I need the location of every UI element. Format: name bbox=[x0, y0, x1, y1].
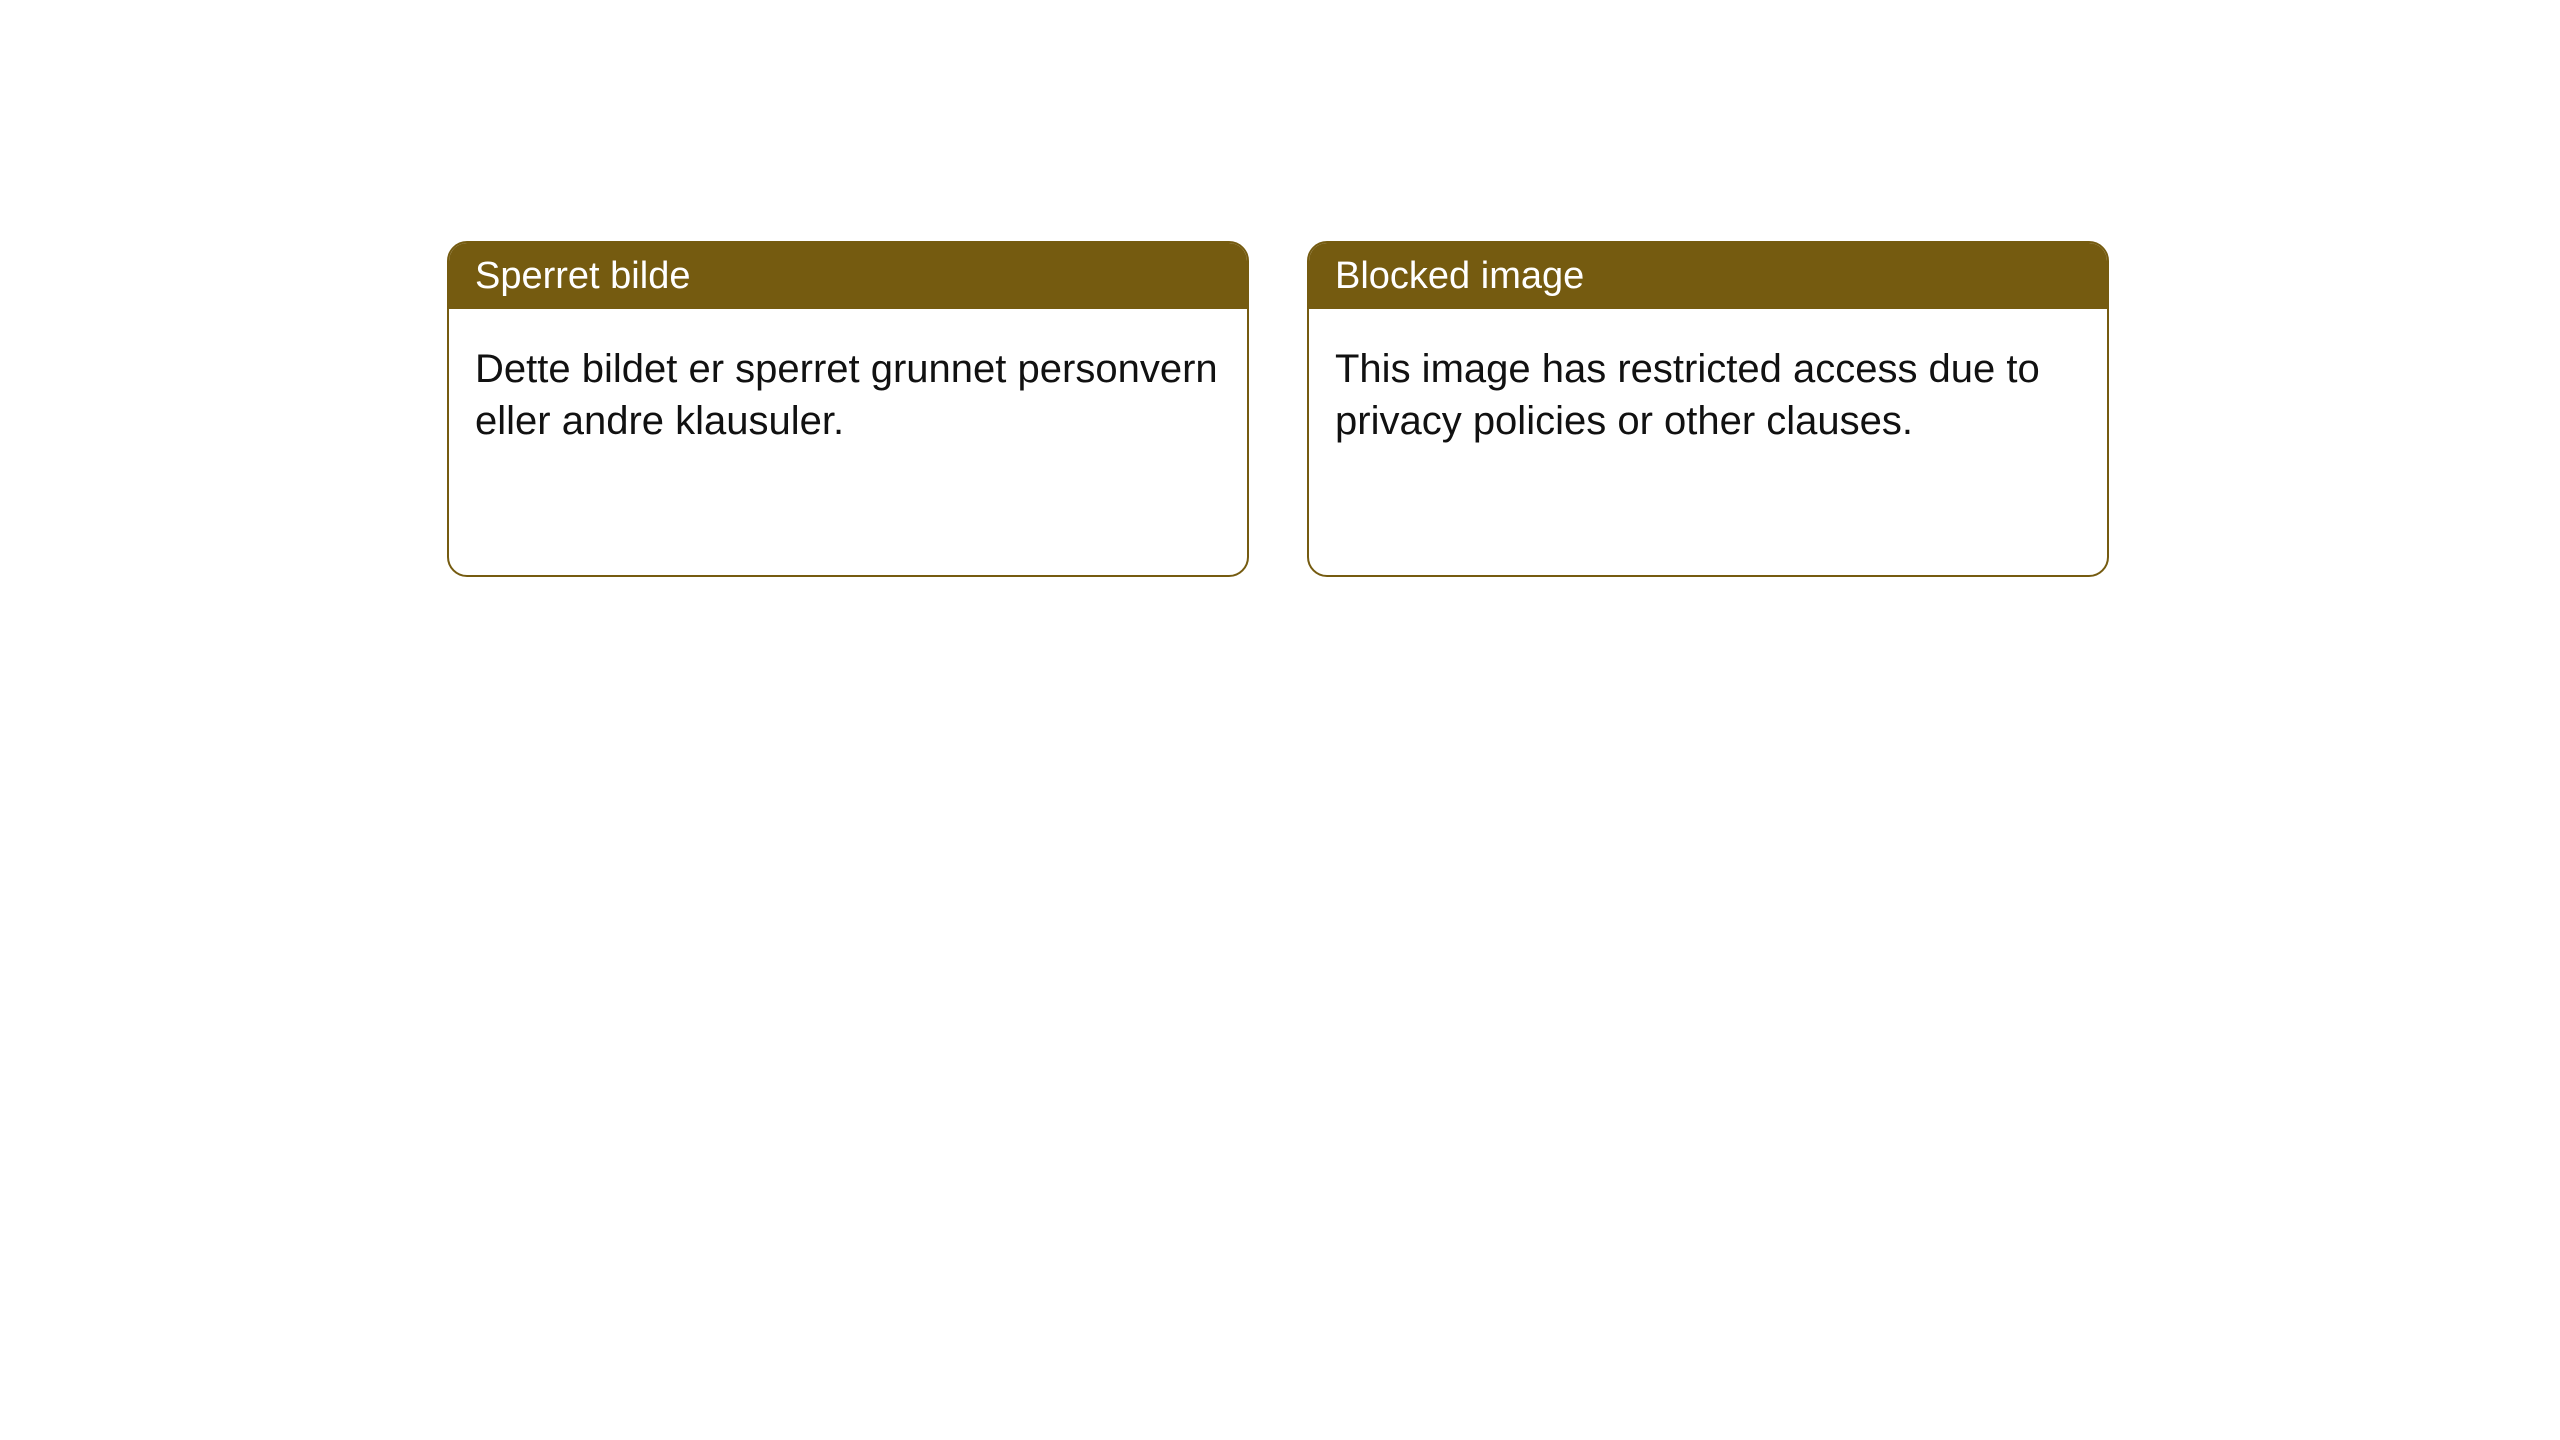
notice-card-english: Blocked image This image has restricted … bbox=[1307, 241, 2109, 577]
notice-card-body: This image has restricted access due to … bbox=[1309, 309, 2107, 467]
notice-cards-row: Sperret bilde Dette bildet er sperret gr… bbox=[447, 241, 2109, 577]
notice-card-title: Sperret bilde bbox=[449, 243, 1247, 309]
notice-card-text: Dette bildet er sperret grunnet personve… bbox=[475, 343, 1221, 447]
page: Sperret bilde Dette bildet er sperret gr… bbox=[0, 0, 2560, 1440]
notice-card-norwegian: Sperret bilde Dette bildet er sperret gr… bbox=[447, 241, 1249, 577]
notice-card-body: Dette bildet er sperret grunnet personve… bbox=[449, 309, 1247, 467]
notice-card-text: This image has restricted access due to … bbox=[1335, 343, 2081, 447]
notice-card-title: Blocked image bbox=[1309, 243, 2107, 309]
